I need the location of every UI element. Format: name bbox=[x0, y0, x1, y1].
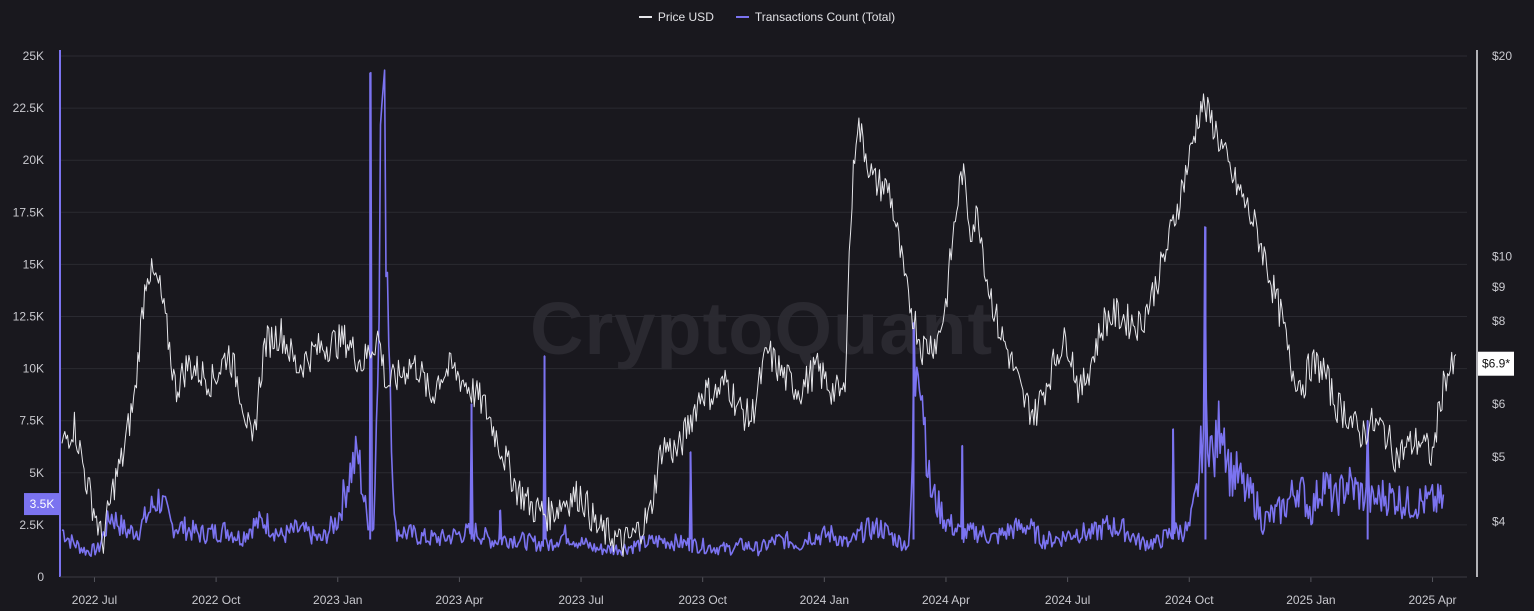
right-axis-tick-label: $4 bbox=[1492, 514, 1506, 528]
x-axis-tick-label: 2025 Jan bbox=[1286, 593, 1335, 607]
right-current-value-badge bbox=[1478, 351, 1514, 376]
legend: Price USD Transactions Count (Total) bbox=[0, 10, 1534, 24]
x-axis-tick-label: 2022 Jul bbox=[72, 593, 117, 607]
left-axis-tick-label: 12.5K bbox=[13, 310, 44, 324]
left-axis-tick-label: 0 bbox=[37, 570, 44, 584]
legend-label-tx: Transactions Count (Total) bbox=[754, 10, 896, 24]
left-axis-tick-label: 2.5K bbox=[19, 518, 44, 532]
price-line bbox=[61, 93, 1457, 557]
legend-label-price: Price USD bbox=[657, 10, 714, 24]
right-axis-tick-label: $9 bbox=[1492, 280, 1506, 294]
x-axis-tick-label: 2024 Oct bbox=[1165, 593, 1214, 607]
tx-count-line bbox=[61, 69, 1445, 557]
tx-line-swatch-icon bbox=[735, 16, 749, 18]
left-axis-tick-label: 5K bbox=[29, 466, 44, 480]
right-axis-tick-label: $20 bbox=[1492, 49, 1512, 63]
left-axis-tick-label: 20K bbox=[23, 153, 44, 167]
x-axis-tick-label: 2023 Jan bbox=[313, 593, 362, 607]
x-axis-tick-label: 2023 Apr bbox=[435, 593, 483, 607]
left-axis-tick-label: 15K bbox=[23, 257, 44, 271]
left-axis-tick-label: 22.5K bbox=[13, 101, 44, 115]
right-axis-tick-label: $8 bbox=[1492, 314, 1506, 328]
legend-item-price[interactable]: Price USD bbox=[638, 10, 714, 24]
left-axis-tick-label: 25K bbox=[23, 49, 44, 63]
x-axis-tick-label: 2025 Apr bbox=[1409, 593, 1457, 607]
left-axis-tick-label: 7.5K bbox=[19, 414, 44, 428]
left-axis-tick-label: 17.5K bbox=[13, 205, 44, 219]
right-axis-tick-label: $5 bbox=[1492, 450, 1506, 464]
right-axis-tick-label: $10 bbox=[1492, 249, 1512, 263]
x-axis-tick-label: 2024 Apr bbox=[922, 593, 970, 607]
legend-item-tx[interactable]: Transactions Count (Total) bbox=[735, 10, 896, 24]
x-axis-tick-label: 2022 Oct bbox=[192, 593, 241, 607]
right-current-value-label: $6.9* bbox=[1482, 357, 1510, 371]
left-current-value-badge bbox=[24, 493, 60, 516]
price-line-swatch-icon bbox=[638, 16, 652, 18]
x-axis-tick-label: 2023 Jul bbox=[558, 593, 603, 607]
right-axis-tick-label: $6 bbox=[1492, 397, 1506, 411]
x-axis-tick-label: 2024 Jul bbox=[1045, 593, 1090, 607]
left-axis-tick-label: 10K bbox=[23, 362, 44, 376]
left-current-value-label: 3.5K bbox=[30, 497, 55, 511]
x-axis-tick-label: 2024 Jan bbox=[800, 593, 849, 607]
x-axis-tick-label: 2023 Oct bbox=[678, 593, 727, 607]
